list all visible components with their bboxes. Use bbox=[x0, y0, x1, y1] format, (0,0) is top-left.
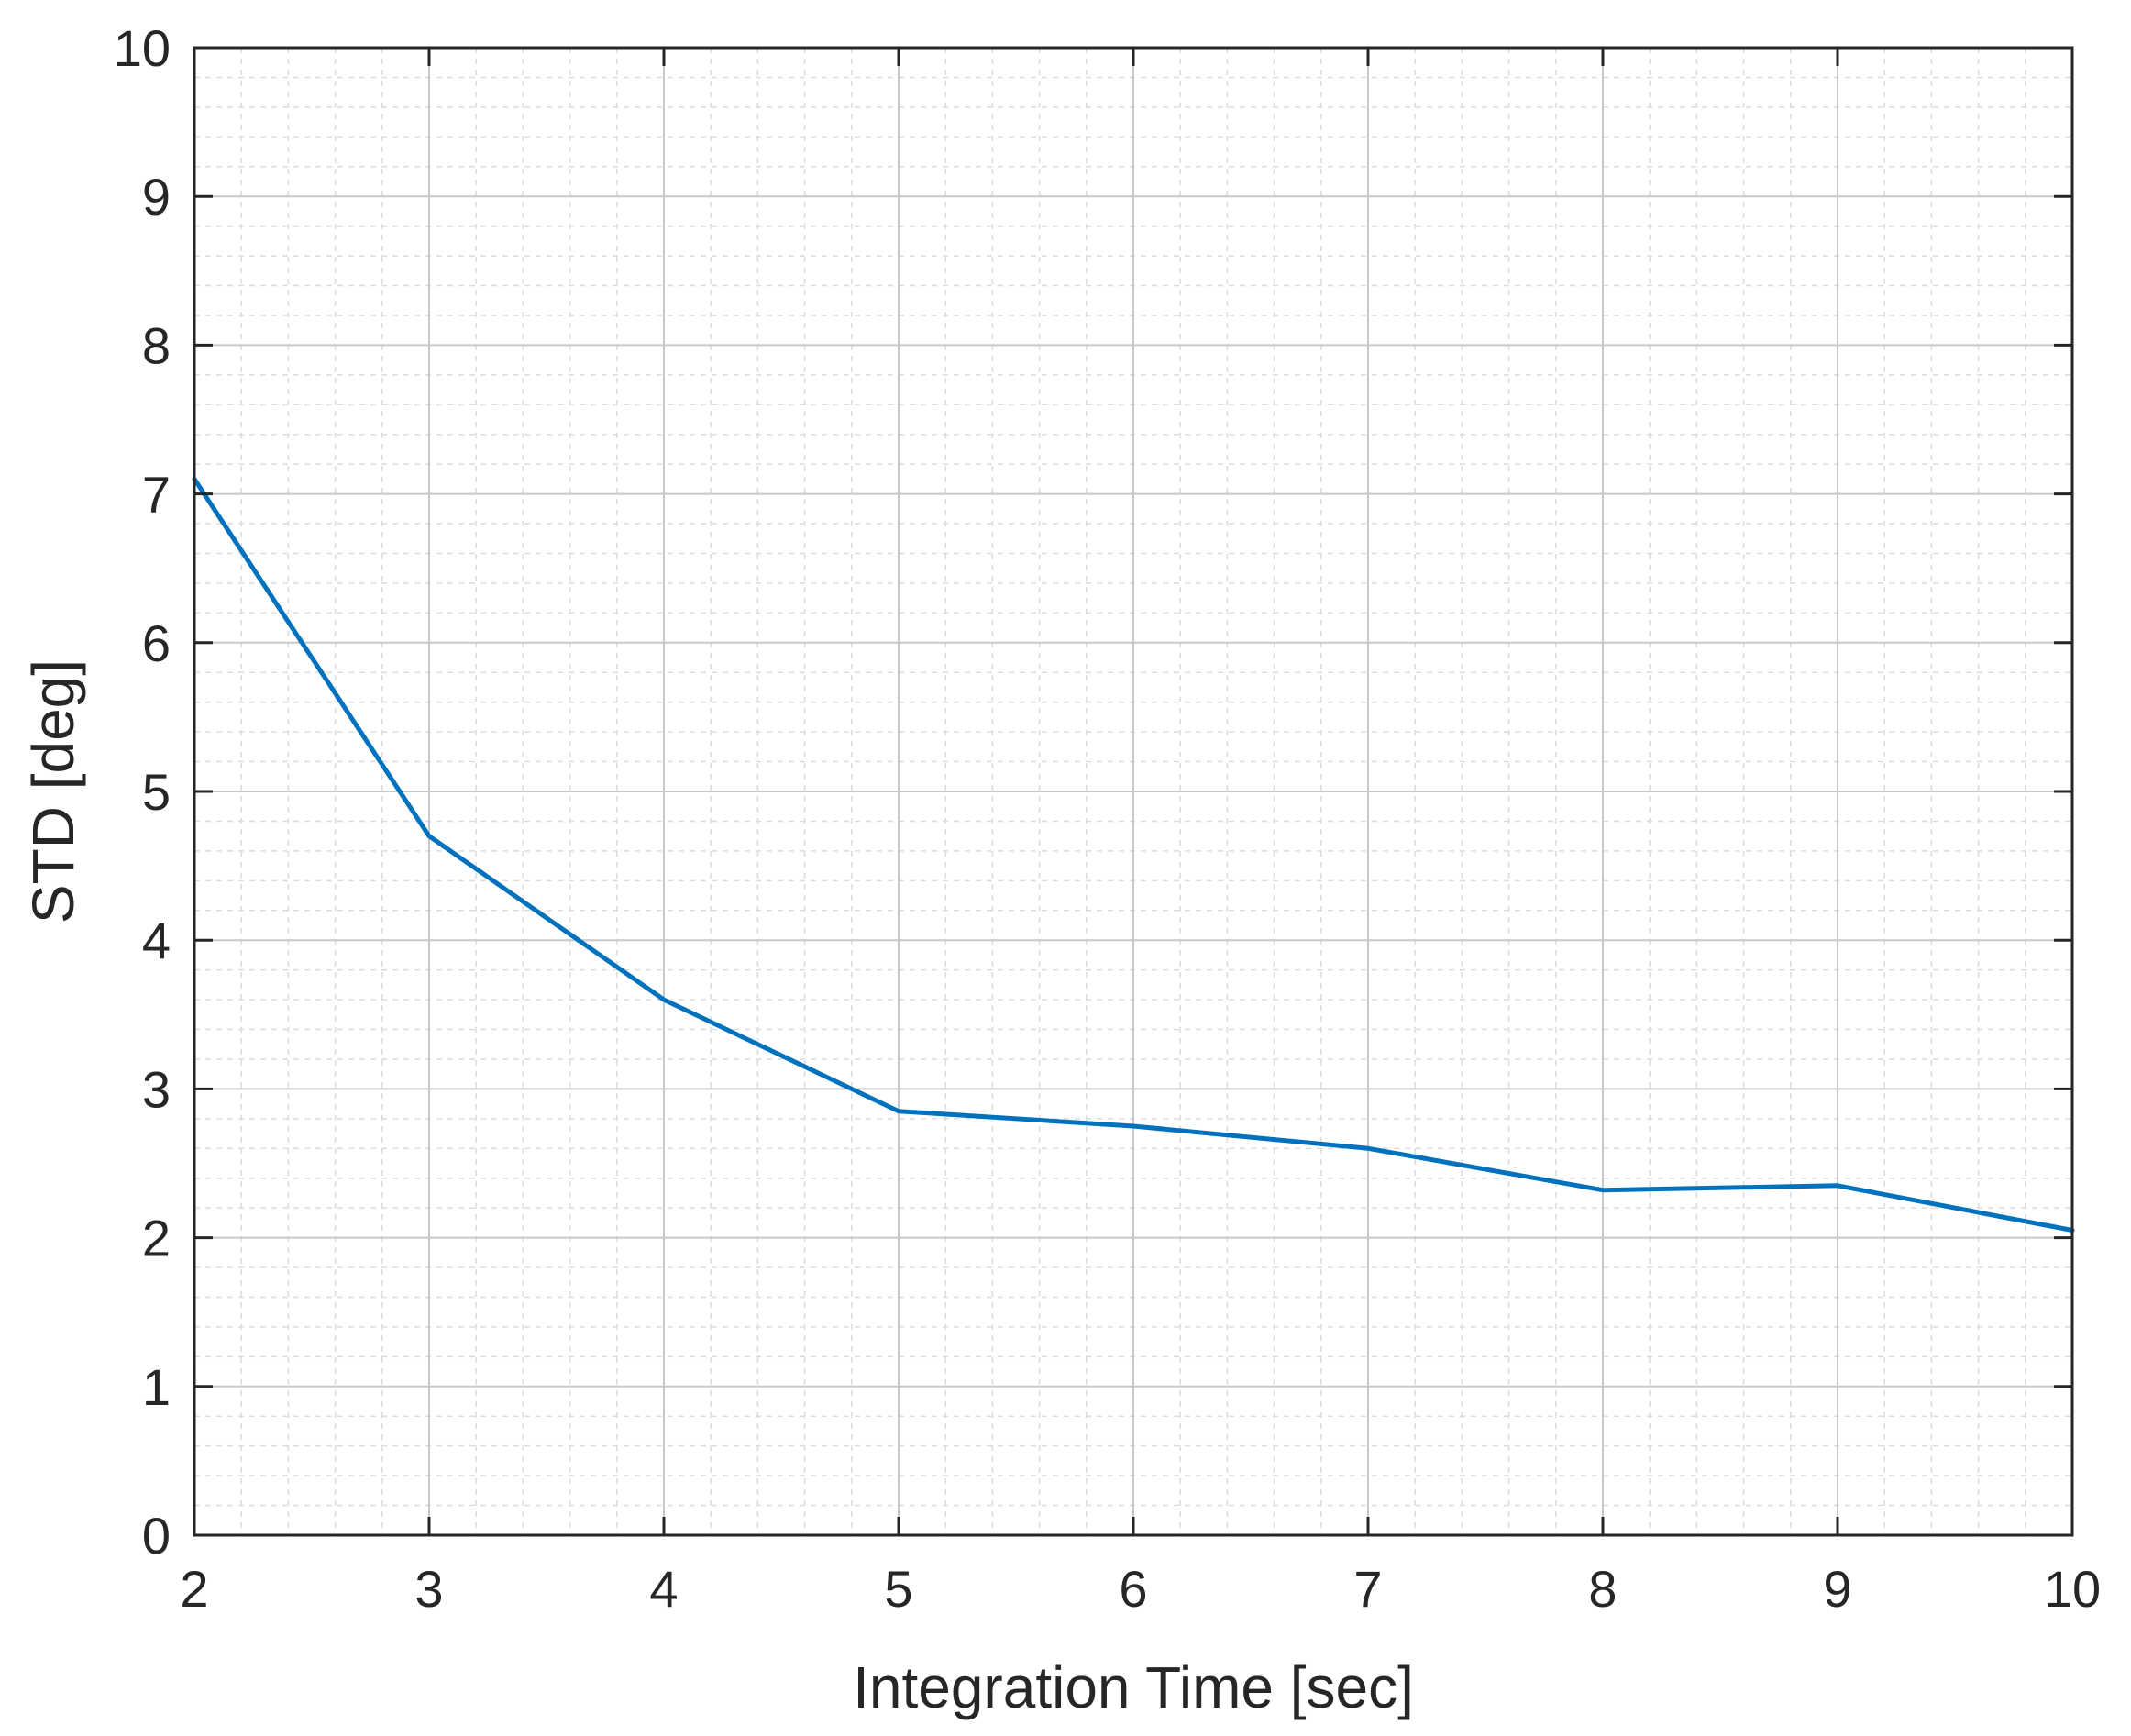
y-tick-label: 5 bbox=[142, 763, 171, 821]
x-tick-labels: 2 3 4 5 6 7 8 9 10 bbox=[180, 1560, 2101, 1618]
y-tick-label: 0 bbox=[142, 1507, 171, 1565]
x-tick-label: 8 bbox=[1588, 1560, 1617, 1618]
series-line bbox=[192, 476, 2075, 1233]
series-layer bbox=[192, 476, 2075, 1233]
y-tick-label: 6 bbox=[142, 614, 171, 672]
x-tick-label: 7 bbox=[1353, 1560, 1382, 1618]
x-tick-label: 10 bbox=[2044, 1560, 2101, 1618]
y-tick-label: 9 bbox=[142, 168, 171, 226]
x-tick-label: 9 bbox=[1823, 1560, 1851, 1618]
axis-ticks bbox=[193, 46, 2074, 1537]
x-axis-label: Integration Time [sec] bbox=[853, 1654, 1414, 1720]
y-tick-label: 1 bbox=[142, 1358, 171, 1416]
x-tick-label: 3 bbox=[414, 1560, 443, 1618]
y-tick-label: 7 bbox=[142, 466, 171, 524]
x-tick-label: 5 bbox=[884, 1560, 912, 1618]
y-tick-label: 10 bbox=[114, 19, 171, 77]
y-tick-label: 8 bbox=[142, 316, 171, 374]
y-tick-labels: 0 1 2 3 4 5 6 7 8 9 10 bbox=[114, 19, 171, 1565]
y-tick-label: 2 bbox=[142, 1210, 171, 1267]
y-axis-label: STD [deg] bbox=[20, 659, 86, 923]
x-tick-label: 4 bbox=[649, 1560, 678, 1618]
x-tick-label: 2 bbox=[180, 1560, 208, 1618]
y-tick-label: 4 bbox=[142, 912, 171, 969]
y-tick-label: 3 bbox=[142, 1060, 171, 1118]
x-tick-label: 6 bbox=[1119, 1560, 1147, 1618]
